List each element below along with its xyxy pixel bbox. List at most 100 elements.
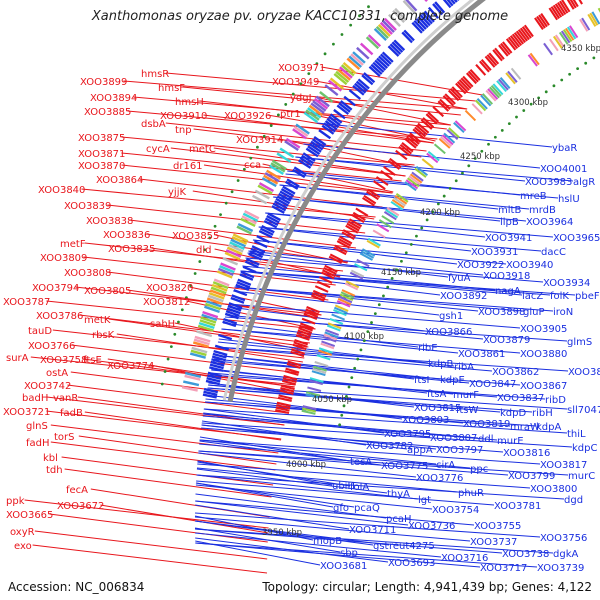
reverse-cds-mark: [393, 39, 406, 51]
cog-band-mark-inner: [184, 371, 202, 378]
cog-band-mark: [378, 219, 392, 229]
left-leader-line: [127, 289, 321, 319]
right-gene-label: XOO3965: [553, 233, 600, 244]
reverse-cds-mark: [329, 113, 343, 124]
orf-dot: [448, 186, 452, 190]
cog-band-mark-inner: [315, 95, 330, 108]
right-leader-line: [233, 290, 440, 316]
cog-band-mark-inner: [266, 169, 282, 180]
right-leader-line: [205, 401, 537, 427]
right-leader-line: [207, 387, 533, 413]
right-gene-label: XOO3866: [425, 327, 472, 338]
reverse-cds-mark: [301, 154, 315, 165]
cog-band-mark: [329, 317, 344, 325]
orf-dot: [242, 167, 246, 171]
left-gene-label: XOO3794: [32, 283, 79, 294]
orf-dot: [373, 312, 377, 315]
left-leader-line: [165, 72, 476, 102]
orf-dot: [487, 142, 490, 146]
forward-cds-mark: [550, 6, 561, 19]
cog-band-mark-inner: [212, 281, 229, 290]
cog-band-mark-inner: [305, 109, 320, 121]
right-leader-line: [224, 316, 568, 342]
reverse-cds-mark: [326, 117, 340, 129]
cog-band-mark: [344, 282, 359, 291]
right-gene-label: kdpA: [536, 422, 561, 433]
reverse-cds-mark: [218, 333, 233, 341]
cog-band-mark-inner: [373, 28, 387, 41]
right-gene-label: XOO3681: [320, 561, 367, 572]
forward-cds-mark: [500, 42, 511, 56]
cog-band-mark: [411, 171, 424, 182]
orf-dot: [184, 296, 188, 300]
orf-dot: [431, 210, 435, 214]
reverse-cds-mark: [248, 252, 262, 261]
cog-band-mark: [395, 193, 409, 203]
forward-cds-mark: [556, 2, 567, 15]
right-leader-line: [195, 532, 442, 558]
left-gene-label: ftsE: [83, 355, 102, 366]
reverse-cds-mark: [203, 387, 219, 394]
right-leader-line: [195, 528, 554, 554]
cog-band-mark-inner: [204, 302, 221, 311]
reverse-cds-mark: [240, 270, 255, 279]
cog-band-mark-inner: [225, 249, 242, 258]
orf-dot: [340, 413, 344, 417]
reverse-cds-mark: [415, 18, 427, 30]
right-gene-label: XOO3837: [497, 393, 544, 404]
cog-band-mark: [409, 173, 423, 184]
right-gene-label: XOO3905: [520, 324, 567, 335]
cog-band-mark-inner: [381, 19, 395, 33]
cog-band-mark: [318, 347, 333, 354]
reverse-cds-mark: [275, 197, 289, 207]
right-gene-label: kdpC: [572, 443, 597, 454]
cog-band-mark-inner: [348, 55, 363, 68]
left-leader-line: [52, 329, 305, 359]
cog-band-mark: [302, 405, 317, 411]
right-leader-line: [195, 493, 387, 519]
forward-cds-mark: [306, 306, 320, 314]
orf-dot: [515, 115, 518, 119]
right-gene-label: gsh1: [439, 311, 463, 322]
cog-band-mark: [381, 215, 395, 225]
cog-band-mark: [312, 367, 327, 374]
reverse-cds-mark: [311, 138, 325, 149]
cog-band-mark: [562, 29, 573, 42]
left-gene-label: ostA: [46, 368, 68, 379]
cog-band-mark-inner: [342, 62, 357, 75]
orf-dot: [350, 376, 354, 380]
cog-band-mark-inner: [263, 174, 279, 185]
right-gene-label: XOO3941: [485, 233, 532, 244]
orf-dot: [291, 92, 295, 96]
forward-cds-mark: [303, 313, 318, 321]
right-gene-label: mrdB: [529, 205, 556, 216]
reverse-cds-mark: [419, 14, 431, 27]
cog-band-mark: [331, 313, 346, 321]
reverse-gene-labels: ybaR XOO4001 XOO3983 algR mreB hslU mltB mrdB li…: [313, 143, 600, 574]
cog-band-mark: [480, 94, 492, 107]
left-leader-line: [61, 456, 274, 486]
orf-dot: [409, 243, 413, 246]
cog-band-mark: [464, 109, 477, 122]
forward-cds-mark: [292, 343, 307, 351]
forward-cds-mark: [478, 60, 490, 73]
cog-band-mark: [496, 80, 507, 93]
orf-dot: [307, 72, 311, 76]
reverse-cds-mark: [372, 61, 385, 73]
orf-dot: [203, 248, 207, 252]
cog-band-mark-inner: [261, 177, 277, 188]
right-gene-label: XOO3934: [543, 278, 590, 289]
right-gene-label: XOO3756: [540, 533, 587, 544]
cog-band-mark-inner: [292, 128, 307, 140]
cog-band-mark-inner: [198, 321, 215, 330]
orf-dot: [208, 236, 212, 240]
right-leader-line: [210, 374, 546, 400]
reverse-cds-mark: [267, 212, 282, 222]
orf-dot: [198, 260, 202, 263]
right-gene-label: mltB: [498, 205, 521, 216]
forward-cds-mark: [293, 341, 308, 348]
forward-cds-mark: [467, 70, 479, 83]
cog-band-mark: [568, 25, 579, 39]
right-gene-label: kdpD: [500, 408, 526, 419]
forward-cds-mark: [498, 44, 509, 57]
